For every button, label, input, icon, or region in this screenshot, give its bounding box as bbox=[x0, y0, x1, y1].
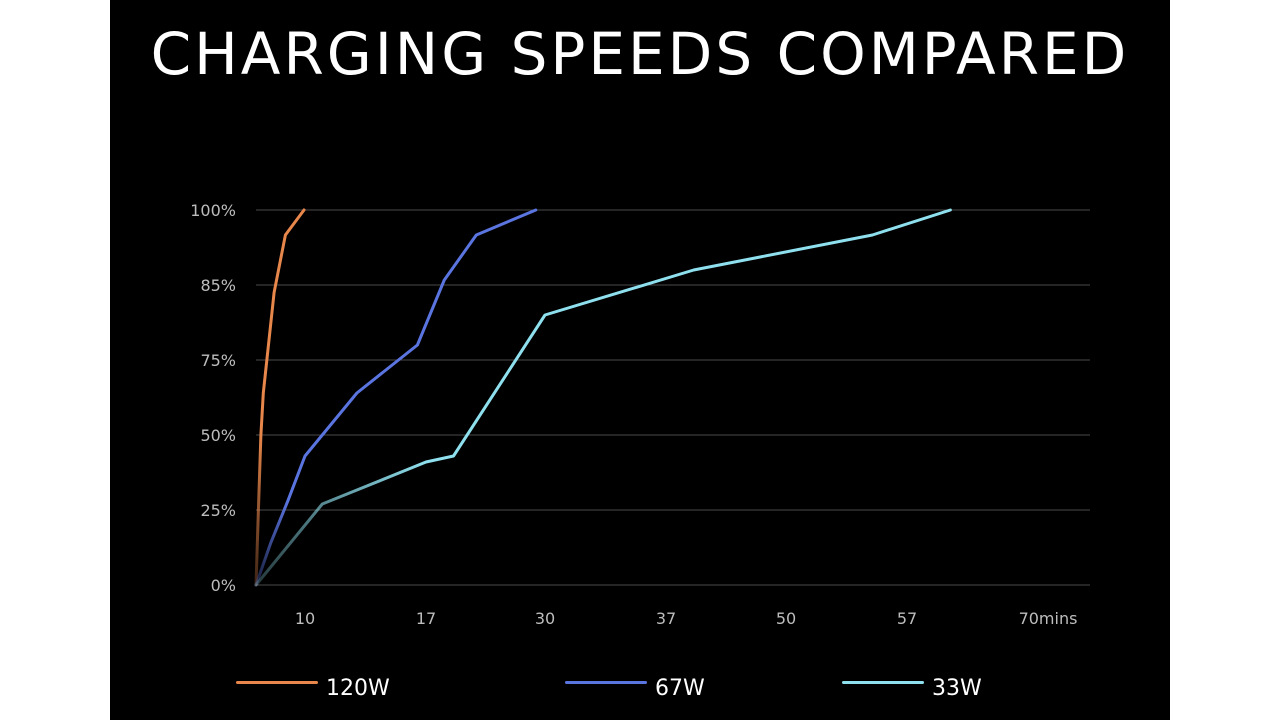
chart-title: CHARGING SPEEDS COMPARED bbox=[150, 20, 1130, 88]
legend-label: 33W bbox=[932, 676, 982, 701]
legend-label: 67W bbox=[655, 676, 705, 701]
x-tick-label: 17 bbox=[416, 609, 436, 628]
y-tick-label: 100% bbox=[190, 201, 236, 220]
series-line-67w bbox=[254, 208, 538, 587]
series-line-120w bbox=[254, 208, 306, 587]
y-tick-label: 85% bbox=[200, 276, 236, 295]
x-tick-label: 50 bbox=[776, 609, 796, 628]
y-tick-label: 25% bbox=[200, 501, 236, 520]
x-tick-label: 70mins bbox=[1019, 609, 1078, 628]
x-tick-label: 10 bbox=[295, 609, 315, 628]
line-chart: 0% 25% 50% 75% 85% 100% 10 17 30 37 50 57 70mins bbox=[190, 201, 1090, 628]
x-tick-label: 37 bbox=[656, 609, 676, 628]
legend-swatch bbox=[842, 681, 924, 684]
y-tick-label: 75% bbox=[200, 351, 236, 370]
x-tick-label: 57 bbox=[897, 609, 917, 628]
chart-legend: 120W 67W 33W bbox=[110, 668, 1170, 708]
y-tick-label: 0% bbox=[211, 576, 236, 595]
slide-frame: CHARGING SPEEDS COMPARED 0% 25% 50% 75% 85% 1… bbox=[110, 0, 1170, 720]
x-tick-label: 30 bbox=[535, 609, 555, 628]
legend-swatch bbox=[565, 681, 647, 684]
legend-label: 120W bbox=[326, 676, 390, 701]
y-tick-label: 50% bbox=[200, 426, 236, 445]
legend-swatch bbox=[236, 681, 318, 684]
series-line-33w bbox=[254, 208, 952, 587]
